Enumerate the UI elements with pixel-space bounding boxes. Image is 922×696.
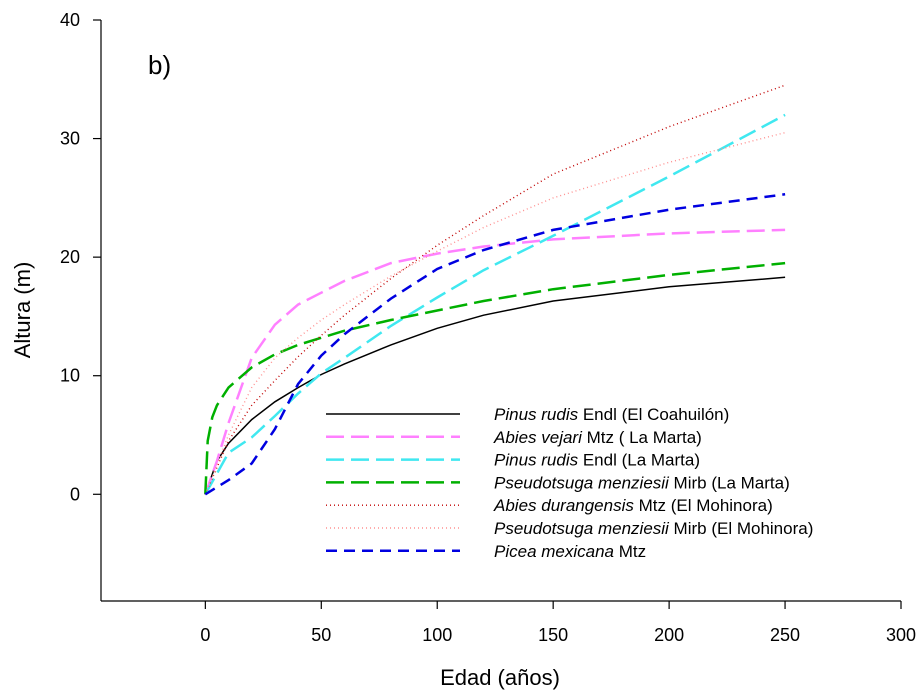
legend-label-species: Pseudotsuga menziesii: [494, 473, 670, 492]
y-tick-label: 40: [60, 10, 80, 30]
x-tick-label: 50: [311, 625, 331, 645]
legend-label-detail: Mtz ( La Marta): [582, 428, 702, 447]
series-line-4: [204, 261, 786, 495]
x-tick-label: 300: [886, 625, 916, 645]
axes: 0 50 100 150 200 250 300 0 10 20 30 40: [60, 10, 916, 645]
x-tick-label: 0: [200, 625, 210, 645]
legend-label-species: Pinus rudis: [494, 451, 579, 470]
x-axis-label: Edad (años): [440, 665, 560, 690]
series-layer: [204, 84, 786, 496]
y-tick-label: 0: [70, 484, 80, 504]
legend-label-detail: Mtz: [614, 542, 646, 561]
legend-label-4: Pseudotsuga menziesii Mirb (La Marta): [494, 473, 790, 492]
x-tick-label: 200: [654, 625, 684, 645]
legend-label-detail: Endl (La Marta): [578, 451, 700, 470]
legend-label-detail: Mtz (El Mohinora): [634, 496, 773, 515]
series-line-7: [204, 193, 786, 496]
legend-label-detail: Mirb (La Marta): [669, 473, 790, 492]
x-tick-label: 100: [422, 625, 452, 645]
panel-label: b): [148, 50, 171, 80]
legend-label-species: Picea mexicana: [494, 542, 614, 561]
y-axis-label: Altura (m): [10, 262, 35, 359]
series-line-3: [204, 113, 786, 495]
series-line-6: [204, 131, 786, 495]
legend-label-species: Pseudotsuga menziesii: [494, 519, 670, 538]
y-tick-label: 20: [60, 247, 80, 267]
series-line-2: [204, 228, 786, 495]
legend-label-5: Abies durangensis Mtz (El Mohinora): [493, 496, 773, 515]
legend-label-detail: Mirb (El Mohinora): [669, 519, 814, 538]
y-tick-label: 10: [60, 366, 80, 386]
y-tick-label: 30: [60, 129, 80, 149]
legend-label-species: Pinus rudis: [494, 405, 579, 424]
legend-label-detail: Endl (El Coahuilón): [578, 405, 729, 424]
series-line-5: [204, 84, 786, 495]
legend: Pinus rudis Endl (El Coahuilón) Abies vej…: [326, 405, 813, 561]
legend-label-3: Pinus rudis Endl (La Marta): [494, 451, 700, 470]
legend-label-2: Abies vejari Mtz ( La Marta): [493, 428, 702, 447]
legend-label-7: Picea mexicana Mtz: [494, 542, 646, 561]
legend-label-6: Pseudotsuga menziesii Mirb (El Mohinora): [494, 519, 813, 538]
series-line-1: [204, 276, 786, 495]
x-tick-label: 150: [538, 625, 568, 645]
x-tick-label: 250: [770, 625, 800, 645]
legend-label-species: Abies durangensis: [493, 496, 634, 515]
legend-label-1: Pinus rudis Endl (El Coahuilón): [494, 405, 729, 424]
legend-label-species: Abies vejari: [493, 428, 583, 447]
